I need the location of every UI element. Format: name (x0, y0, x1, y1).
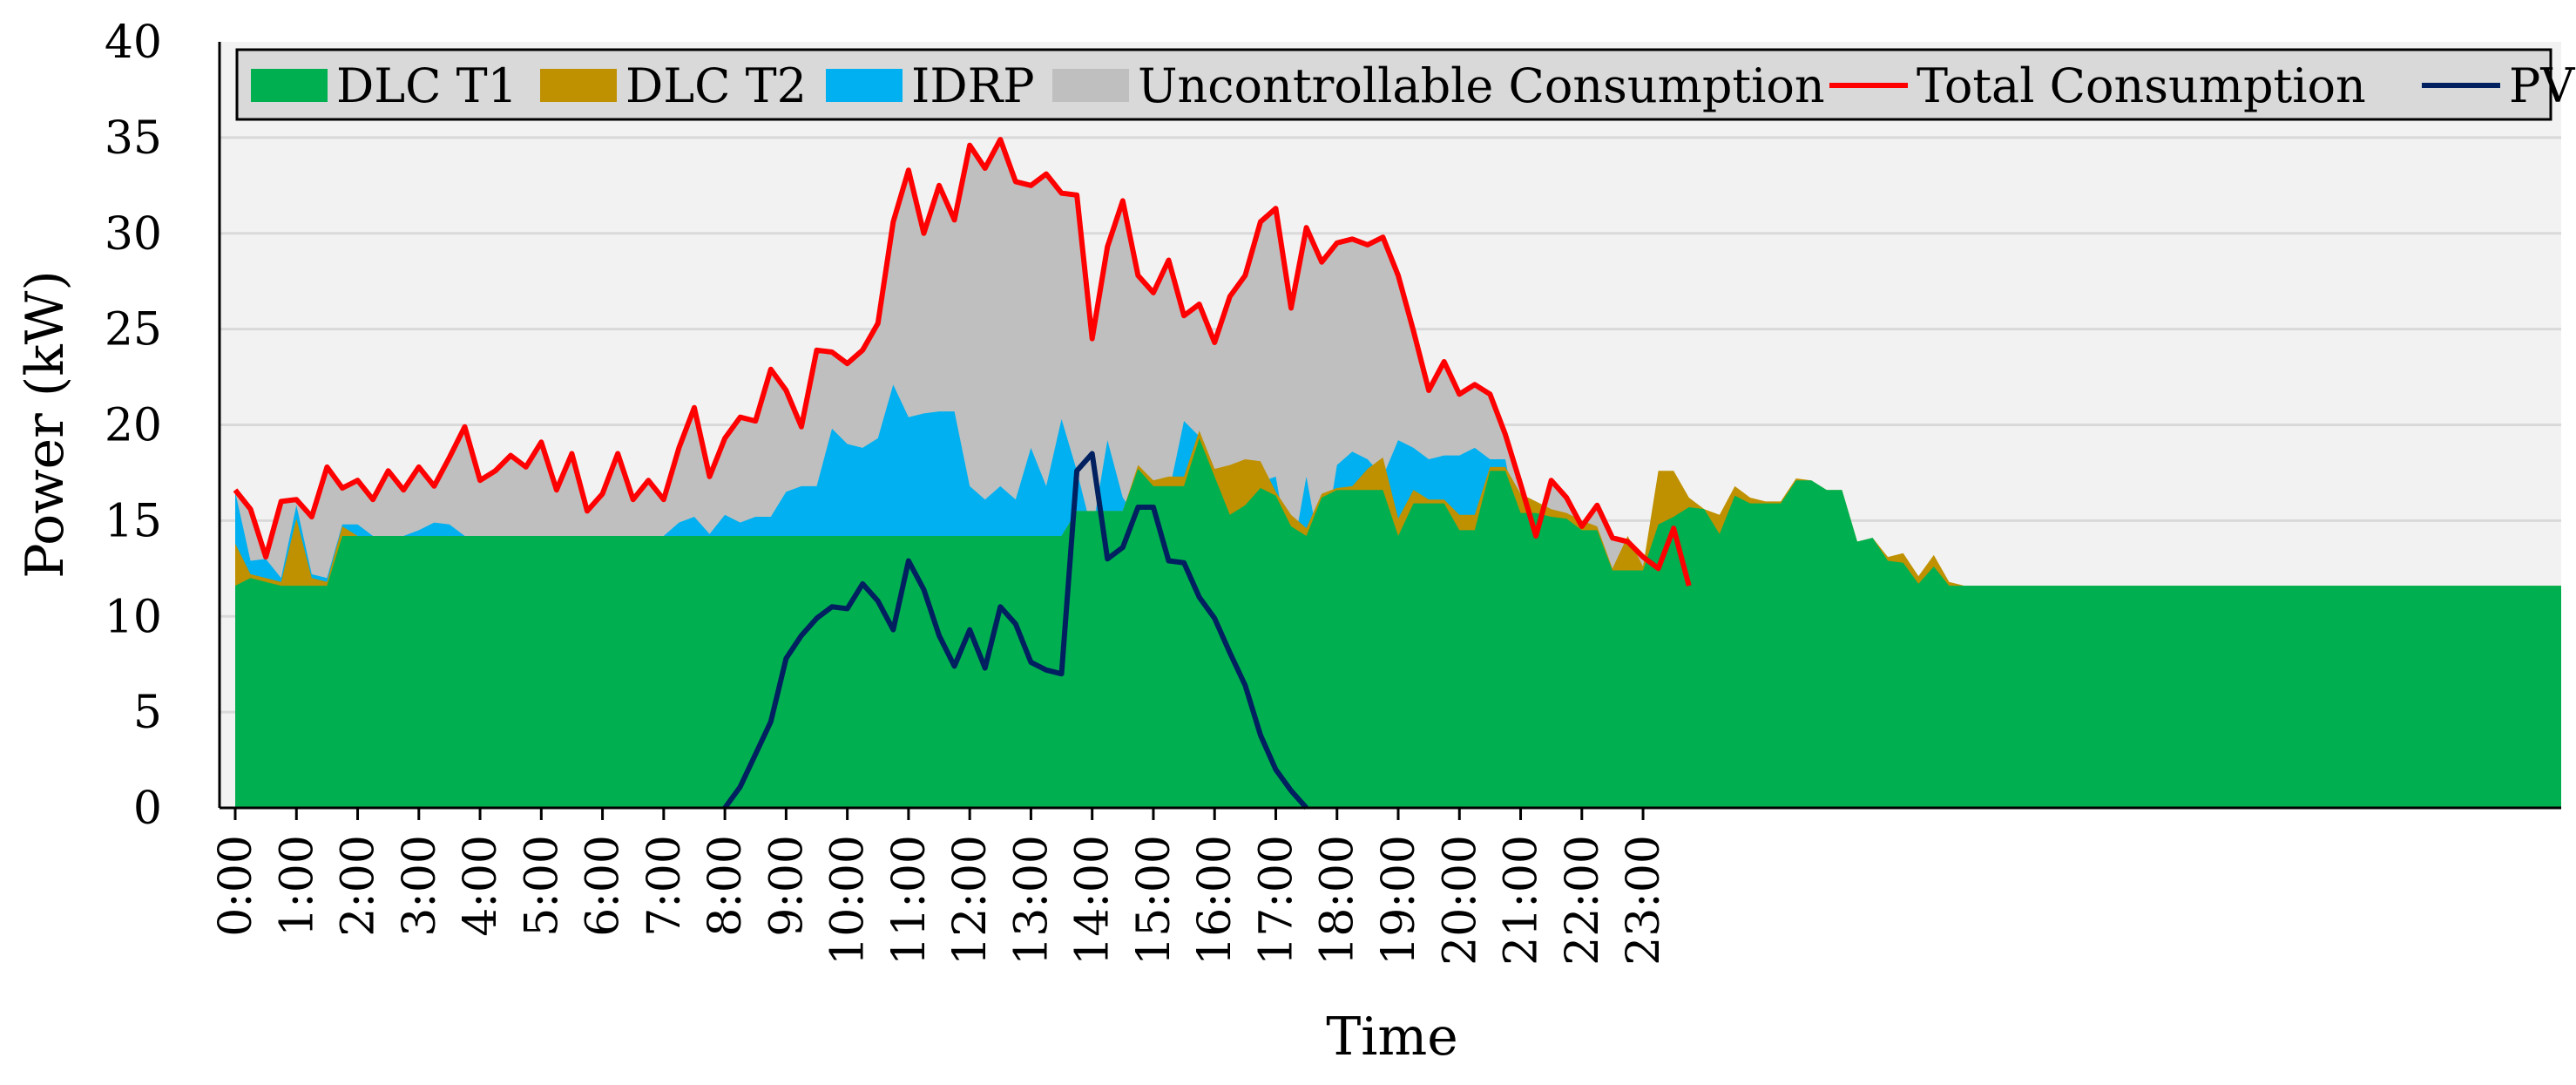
legend-label: Total Consumption (1917, 58, 2366, 113)
x-tick-label: 20:00 (1434, 835, 1486, 966)
x-tick-label: 19:00 (1373, 835, 1425, 966)
x-tick-label: 7:00 (639, 835, 691, 937)
legend: DLC T1 DLC T2 IDRP Uncontrollable Consumpti… (235, 48, 2575, 121)
legend-item-total: Total Consumption (1829, 58, 2366, 113)
x-tick-label: 17:00 (1250, 835, 1302, 966)
legend-label: DLC T2 (625, 58, 807, 113)
x-tick-label: 4:00 (455, 835, 507, 937)
axes (218, 42, 2561, 820)
legend-swatch (1052, 69, 1129, 102)
x-tick-label: 16:00 (1189, 835, 1241, 966)
legend-item-pv: PV (2422, 58, 2575, 113)
y-tick-labels: 0 5 10 15 20 25 30 35 40 (105, 17, 162, 835)
x-tick-label: 23:00 (1618, 835, 1670, 966)
x-tick-label: 14:00 (1067, 835, 1119, 966)
x-tick-label: 9:00 (761, 835, 813, 937)
y-tick-label: 0 (133, 783, 162, 835)
x-axis-label: Time (1326, 1007, 1458, 1068)
x-tick-label: 1:00 (271, 835, 323, 937)
y-tick-label: 30 (105, 208, 162, 261)
x-tick-label: 3:00 (394, 835, 446, 937)
line-series-layer (233, 137, 1692, 810)
y-axis-label: Power (kW) (15, 270, 76, 579)
y-tick-label: 20 (105, 400, 162, 452)
y-tick-label: 10 (105, 591, 162, 643)
x-tick-label: 5:00 (516, 835, 568, 937)
legend-item-idrp: IDRP (826, 58, 1035, 113)
y-tick-label: 35 (105, 112, 162, 165)
x-tick-label: 8:00 (700, 835, 752, 937)
y-tick-label: 25 (105, 304, 162, 356)
x-tick-label: 11:00 (883, 835, 936, 966)
legend-item-dlc-t2: DLC T2 (540, 58, 807, 113)
legend-swatch (826, 69, 903, 102)
legend-swatch (251, 69, 328, 102)
x-tick-label: 13:00 (1005, 835, 1058, 966)
x-tick-label: 6:00 (578, 835, 630, 937)
y-tick-label: 5 (133, 687, 162, 739)
x-tick-label: 12:00 (944, 835, 997, 966)
y-tick-label: 40 (105, 17, 162, 69)
pv-line (722, 451, 1308, 810)
x-tick-label: 22:00 (1557, 835, 1609, 966)
legend-item-dlc-t1: DLC T1 (251, 58, 517, 113)
legend-label: IDRP (911, 58, 1035, 113)
legend-box (235, 48, 2552, 121)
legend-label: PV (2509, 58, 2575, 113)
legend-item-uncontrollable: Uncontrollable Consumption (1052, 58, 1825, 113)
area-series-layer (235, 139, 2561, 808)
legend-label: Uncontrollable Consumption (1138, 58, 1825, 113)
x-tick-label: 18:00 (1312, 835, 1364, 966)
y-tick-label: 15 (105, 495, 162, 547)
x-tick-label: 15:00 (1128, 835, 1180, 966)
legend-label: DLC T1 (336, 58, 517, 113)
x-tick-label: 2:00 (333, 835, 385, 937)
x-tick-label: 21:00 (1496, 835, 1548, 966)
x-tick-label: 0:00 (210, 835, 262, 937)
dlc-t1-area (235, 437, 2561, 808)
legend-swatch (540, 69, 617, 102)
x-tick-label: 10:00 (822, 835, 875, 966)
total-consumption-line (233, 137, 1692, 587)
x-tick-labels: 0:00 1:00 2:00 3:00 4:00 5:00 6:00 7:00 8:00 9:00… (210, 835, 1670, 966)
